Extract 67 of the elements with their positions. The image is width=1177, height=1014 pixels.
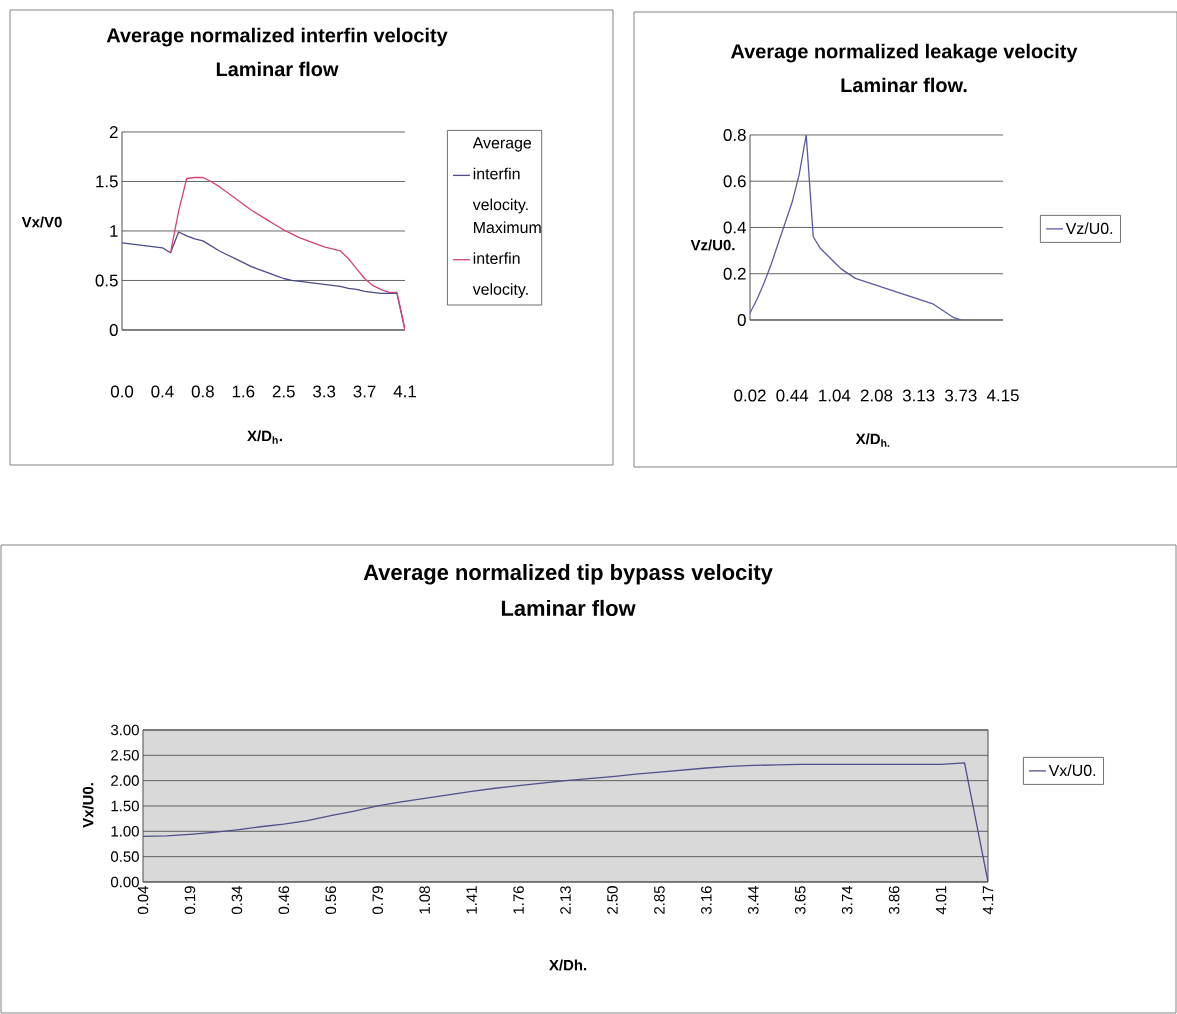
x-tick-label: 3.13	[902, 389, 935, 402]
text: Maximum interfin velocity.	[472, 221, 541, 299]
y-tick-label: 2.50	[111, 750, 139, 761]
x-axis-title: X/Dh.	[549, 959, 587, 971]
x-tick-label: 3.16	[701, 886, 712, 915]
x-tick-label: 3.44	[748, 885, 759, 915]
y-tick-label: 0.5	[95, 274, 118, 287]
x-tick-label: 0.04	[137, 885, 149, 915]
x-tick-label: 0.8	[191, 385, 214, 398]
x-tick-label: 2.08	[860, 389, 893, 402]
x-tick-label: 2.85	[654, 886, 665, 914]
text: Average interfin velocity.	[472, 137, 532, 214]
x-tick-label: 2.5	[272, 385, 295, 398]
y-tick-label: 1.5	[96, 175, 118, 188]
x-tick-label: 2.50	[607, 886, 618, 914]
chart-title: Average normalized leakage velocity	[731, 43, 1078, 63]
x-tick-label: 1.76	[513, 886, 524, 914]
y-tick-label: 0.6	[723, 175, 746, 188]
x-tick-label: 0.79	[372, 886, 384, 915]
x-tick-label: 3.86	[888, 886, 900, 915]
x-tick-label: 0.56	[325, 886, 337, 915]
x-tick-label: 1.08	[419, 886, 430, 914]
x-tick-label: 1.6	[232, 385, 255, 398]
chart-title: Average normalized tip bypass velocity	[363, 564, 773, 585]
y-tick-label: 2.00	[111, 775, 139, 786]
y-axis-title: Vx/V0	[21, 216, 62, 228]
x-tick-label: 4.1	[393, 385, 416, 398]
x-axis-title: X/D$_{h}$.	[247, 430, 282, 444]
x-tick-label: 0.02	[734, 389, 766, 402]
x-tick-label: 4.17	[982, 886, 994, 915]
x-tick-label: 1.04	[819, 389, 851, 402]
y-tick-label: 0.8	[723, 128, 746, 141]
y-tick-label: 1	[110, 225, 118, 237]
legend-label: Vz/U0.	[1065, 222, 1113, 235]
x-tick-label: 3.3	[313, 385, 336, 398]
x-tick-label: 0.46	[278, 886, 290, 915]
y-tick-label: 0.50	[110, 851, 139, 862]
y-tick-label: 1.50	[111, 800, 139, 812]
chart-subtitle: Laminar flow	[216, 61, 339, 77]
y-tick-label: 1.00	[111, 826, 139, 837]
x-tick-label: 2.13	[560, 886, 571, 914]
x-axis-title: X/D$_{h.}$	[855, 433, 890, 447]
legend-label: Vx/U0.	[1048, 764, 1096, 777]
chart-title: Average normalized interfin velocity	[106, 27, 448, 47]
y-axis-title: Vz/U0.	[690, 239, 735, 251]
x-tick-label: 0.0	[110, 385, 134, 398]
y-tick-label: 0.2	[723, 267, 746, 280]
y-tick-label: 0.4	[723, 221, 746, 234]
x-tick-label: 0.19	[184, 886, 196, 915]
x-tick-label: 3.65	[794, 886, 806, 915]
x-tick-label: 4.01	[935, 886, 947, 915]
y-tick-label: 0	[737, 313, 746, 326]
x-tick-label: 3.7	[353, 385, 376, 398]
x-tick-label: 0.34	[231, 885, 243, 915]
x-tick-label: 0.4	[151, 385, 174, 398]
x-tick-label: 3.73	[945, 389, 977, 402]
x-tick-label: 0.44	[776, 389, 809, 402]
y-tick-label: 0	[109, 323, 118, 336]
y-tick-label: 3.00	[110, 724, 139, 736]
x-tick-label: 4.15	[986, 389, 1019, 402]
x-tick-label: 3.74	[841, 885, 853, 915]
y-tick-label: 2	[109, 126, 118, 138]
chart-subtitle: Laminar flow	[501, 599, 636, 616]
chart-subtitle: Laminar flow.	[841, 77, 967, 93]
x-tick-label: 1.41	[466, 886, 477, 914]
y-axis-title: Vx/U0.	[82, 783, 94, 828]
y-tick-label: 0.00	[110, 876, 139, 888]
